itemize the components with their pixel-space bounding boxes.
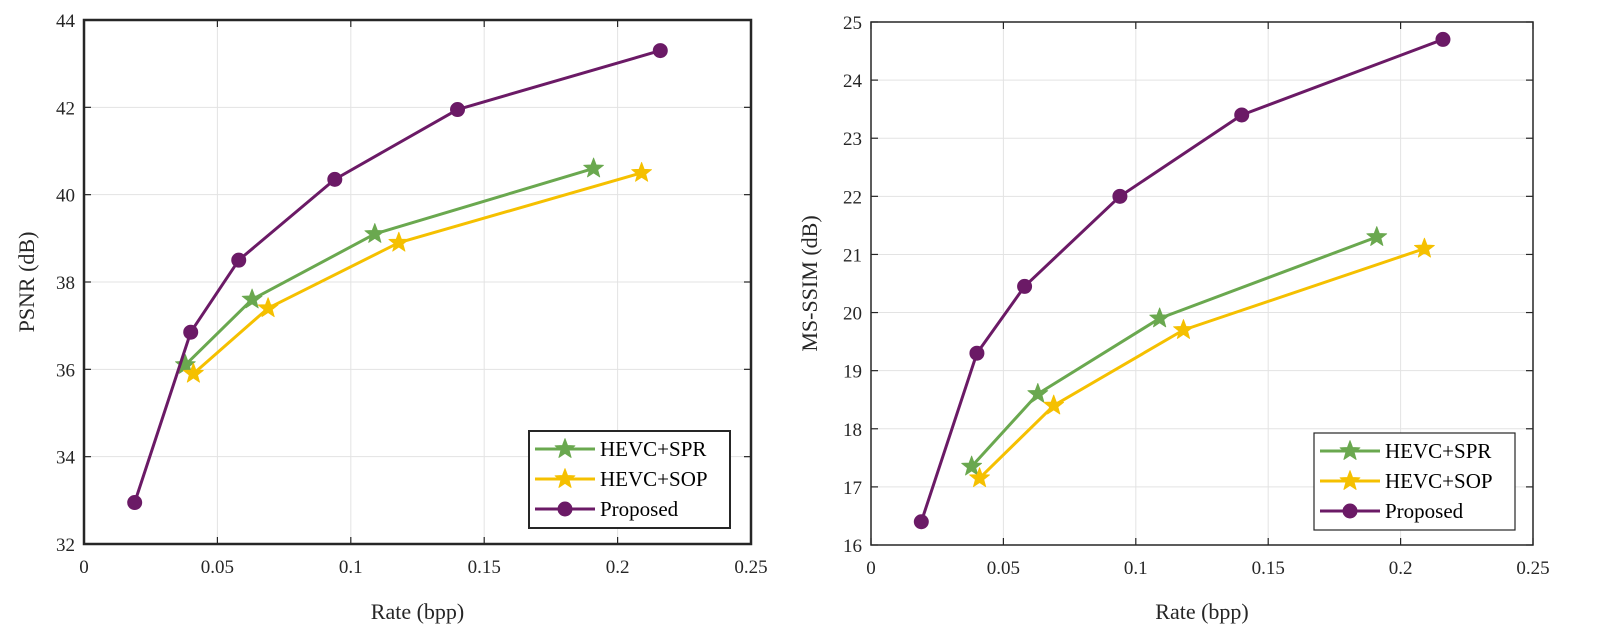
x-tick-label: 0.2 (1389, 558, 1413, 579)
legend-marker (1339, 440, 1361, 460)
legend-label: Proposed (600, 497, 679, 521)
legend-label: HEVC+SOP (600, 467, 708, 491)
data-point (327, 171, 343, 187)
psnr-chart: 0 0.05 0.1 0.15 0.2 0.25 32 34 36 38 40 42 44 Rate (b… (14, 11, 768, 624)
legend-label: HEVC+SOP (1385, 469, 1493, 493)
y-tick-label: 16 (843, 536, 862, 557)
x-tick-label: 0.2 (606, 557, 630, 578)
data-point (257, 297, 279, 318)
data-point (1043, 394, 1065, 415)
legend-label: HEVC+SPR (1385, 439, 1491, 463)
data-point (1149, 307, 1171, 328)
data-point (1435, 31, 1451, 47)
y-tick-label: 44 (56, 11, 76, 32)
legend: HEVC+SPR HEVC+SOP Proposed (1313, 432, 1516, 531)
data-point (1173, 319, 1194, 339)
x-tick-label: 0.1 (339, 557, 363, 578)
data-point (913, 514, 929, 530)
legend-marker (554, 438, 576, 458)
series-line (184, 167, 595, 367)
data-point (961, 455, 983, 476)
y-tick-label: 32 (56, 535, 75, 556)
x-tick-label: 0.05 (201, 557, 234, 578)
data-point (969, 345, 985, 361)
x-tick-label: 0 (866, 558, 876, 579)
data-point (969, 467, 990, 488)
series-line (970, 235, 1378, 468)
axes-frame (82, 18, 753, 546)
series-proposed (127, 43, 668, 511)
data-point (450, 102, 466, 118)
y-axis-label: MS-SSIM (dB) (797, 215, 822, 351)
data-point (231, 252, 247, 268)
y-tick-label: 20 (843, 304, 862, 325)
data-point (1234, 107, 1250, 123)
legend-marker (557, 501, 573, 517)
x-tick-label: 0.25 (734, 557, 767, 578)
data-point (241, 288, 263, 309)
series-line (919, 38, 1444, 523)
data-point (174, 354, 196, 374)
x-tick-label: 0.05 (987, 558, 1020, 579)
y-tick-label: 25 (843, 13, 862, 34)
x-tick-label: 0.15 (468, 557, 501, 578)
data-point (182, 362, 204, 383)
y-tick-label: 38 (56, 273, 75, 294)
y-axis-label: PSNR (dB) (14, 232, 39, 333)
y-tick-label: 21 (843, 245, 862, 266)
axes-frame (870, 21, 1534, 546)
data-point (388, 231, 410, 252)
series-hevc-sop (182, 161, 652, 383)
series-line (192, 171, 643, 375)
y-tick-label: 23 (843, 129, 862, 150)
y-tick-label: 34 (56, 448, 76, 469)
data-point (631, 161, 652, 182)
y-tick-label: 17 (843, 478, 862, 499)
series-line (133, 49, 661, 503)
data-point (364, 223, 386, 243)
y-tick-label: 24 (843, 71, 863, 92)
data-point (1027, 383, 1049, 403)
series-hevc-spr (961, 226, 1388, 476)
data-point (127, 495, 143, 511)
data-point (583, 157, 604, 178)
y-tick-label: 42 (56, 98, 75, 119)
legend-marker (1339, 470, 1361, 490)
x-tick-label: 0.25 (1516, 558, 1549, 579)
y-tick-label: 36 (56, 360, 75, 381)
x-tick-label: 0.1 (1124, 558, 1148, 579)
legend-marker (554, 468, 576, 488)
x-tick-label: 0 (79, 557, 89, 578)
y-tick-label: 19 (843, 362, 862, 383)
data-point (183, 324, 199, 340)
data-point (1112, 188, 1128, 204)
legend-label: Proposed (1385, 499, 1464, 523)
x-axis-label: Rate (bpp) (371, 599, 464, 624)
series-proposed (913, 31, 1451, 530)
ms-ssim-chart: 0 0.05 0.1 0.15 0.2 0.25 16 17 18 19 20 21 22 23 24 25 R… (797, 13, 1550, 624)
y-tick-label: 40 (56, 186, 75, 207)
series-line (978, 247, 1425, 480)
data-point (1366, 226, 1388, 246)
y-tick-label: 22 (843, 187, 862, 208)
series-hevc-spr (174, 157, 604, 374)
legend: HEVC+SPR HEVC+SOP Proposed (528, 430, 731, 529)
data-point (1414, 237, 1435, 258)
x-tick-label: 0.15 (1252, 558, 1285, 579)
series-hevc-sop (969, 237, 1435, 488)
data-point (652, 43, 668, 59)
legend-marker (1342, 503, 1358, 519)
x-axis-label: Rate (bpp) (1155, 599, 1248, 624)
data-point (1017, 278, 1033, 294)
legend-label: HEVC+SPR (600, 437, 706, 461)
y-tick-label: 18 (843, 420, 862, 441)
